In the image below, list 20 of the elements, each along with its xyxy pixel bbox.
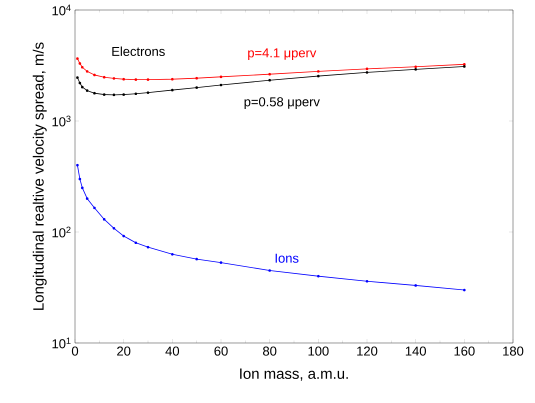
x-tick-label: 0 bbox=[72, 346, 78, 356]
x-tick-label: 80 bbox=[263, 346, 276, 356]
x-tick-label: 20 bbox=[117, 346, 130, 356]
x-tick-label: 120 bbox=[357, 346, 378, 356]
y-axis-title: Longitudinal realtive velocity spread, m/s bbox=[32, 42, 47, 310]
y-tick-label: 10$^{2}$ bbox=[52, 226, 71, 238]
x-axis-title: Ion mass, a.m.u. bbox=[240, 368, 348, 381]
y-tick-label: 10$^{4}$ bbox=[52, 4, 71, 16]
x-tick-label: 180 bbox=[503, 346, 524, 356]
y-tick-label: 10$^{1}$ bbox=[52, 338, 71, 348]
annotation: Electrons bbox=[112, 46, 165, 56]
x-tick-label: 160 bbox=[454, 346, 475, 356]
x-tick-label: 40 bbox=[165, 346, 180, 356]
x-tick-label: 60 bbox=[214, 346, 228, 356]
x-tick-label: 140 bbox=[406, 346, 426, 356]
y-tick-label: 10$^{3}$ bbox=[52, 116, 71, 126]
series-label: Ions bbox=[276, 254, 298, 263]
series-label: p=4.1 μperv bbox=[248, 48, 316, 60]
x-tick-label: 100 bbox=[308, 346, 329, 356]
series-label: p=0.58 μperv bbox=[244, 97, 320, 109]
